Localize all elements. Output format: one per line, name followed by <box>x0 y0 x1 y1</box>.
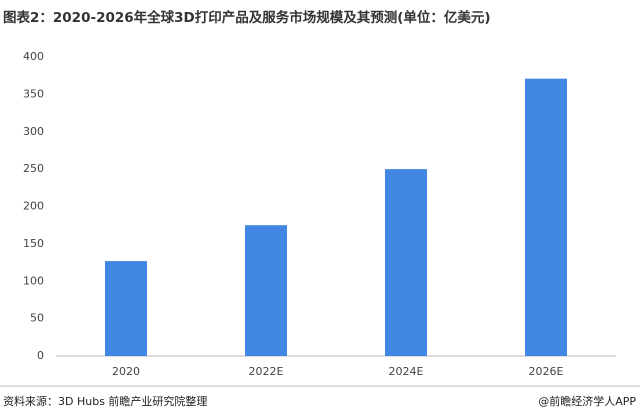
y-tick-label: 250 <box>23 162 44 175</box>
bar <box>525 78 567 357</box>
bar <box>245 225 287 356</box>
y-tick-label: 200 <box>23 200 44 213</box>
source: 资料来源：3D Hubs 前瞻产业研究院整理 <box>3 394 207 408</box>
chart-title: 图表2：2020-2026年全球3D打印产品及服务市场规模及其预测(单位：亿美元… <box>3 9 491 26</box>
bar <box>385 169 427 356</box>
x-tick-label: 2024E <box>389 365 424 378</box>
bar <box>105 261 147 356</box>
y-tick-label: 100 <box>23 274 44 287</box>
y-tick-label: 0 <box>37 349 44 362</box>
y-tick-label: 300 <box>23 125 44 138</box>
y-tick-label: 350 <box>23 87 44 100</box>
y-tick-label: 400 <box>23 50 44 63</box>
x-tick-label: 2026E <box>529 365 564 378</box>
y-tick-label: 150 <box>23 237 44 250</box>
y-tick-label: 50 <box>30 312 44 325</box>
x-tick-label: 2020 <box>112 365 140 378</box>
x-tick-label: 2022E <box>249 365 284 378</box>
credit: @前瞻经济学人APP <box>538 394 636 408</box>
